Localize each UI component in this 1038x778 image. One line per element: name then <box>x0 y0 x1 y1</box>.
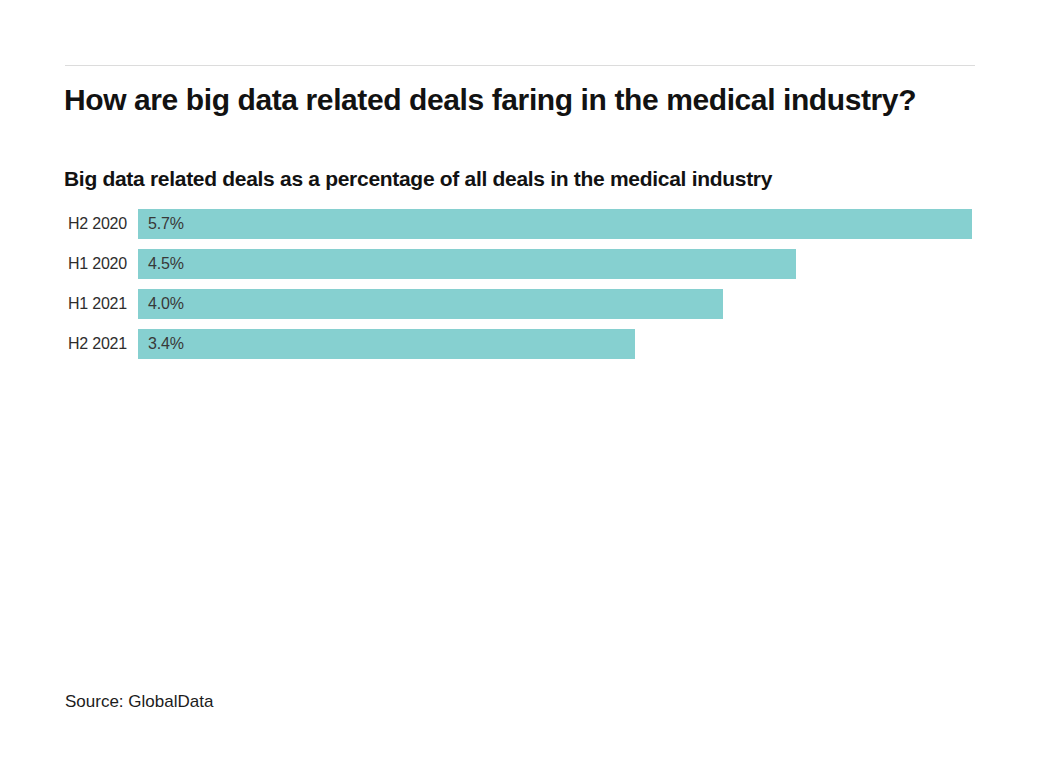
chart-subtitle: Big data related deals as a percentage o… <box>64 166 964 192</box>
bar: 3.4% <box>138 329 635 359</box>
bar: 5.7% <box>138 209 972 239</box>
bar-value-label: 5.7% <box>148 215 184 233</box>
chart-page: How are big data related deals faring in… <box>0 0 1038 778</box>
bar-value-label: 4.5% <box>148 255 184 273</box>
bar-row: H1 2021 4.0% <box>65 289 972 319</box>
category-label: H1 2020 <box>65 255 127 273</box>
top-divider <box>65 65 975 66</box>
bar-row: H2 2020 5.7% <box>65 209 972 239</box>
category-label: H2 2020 <box>65 215 127 233</box>
bar-chart: H2 2020 5.7% H1 2020 4.5% H1 2021 4.0% H2 2021… <box>65 209 972 369</box>
bar-value-label: 4.0% <box>148 295 184 313</box>
category-label: H2 2021 <box>65 335 127 353</box>
source-attribution: Source: GlobalData <box>65 692 213 712</box>
bar: 4.5% <box>138 249 796 279</box>
bar-value-label: 3.4% <box>148 335 184 353</box>
category-label: H1 2021 <box>65 295 127 313</box>
chart-title: How are big data related deals faring in… <box>64 80 924 119</box>
bar-row: H2 2021 3.4% <box>65 329 972 359</box>
bar: 4.0% <box>138 289 723 319</box>
bar-row: H1 2020 4.5% <box>65 249 972 279</box>
